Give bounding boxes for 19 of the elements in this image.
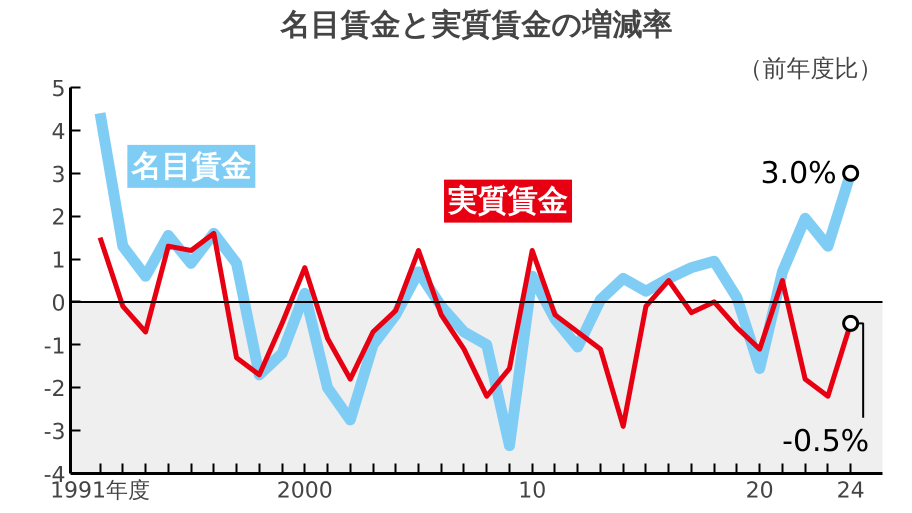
y-tick-label: 4 — [52, 120, 66, 145]
chart-subtitle: （前年度比） — [738, 54, 882, 82]
x-tick-label: 24 — [836, 478, 865, 504]
y-tick-label: 1 — [52, 248, 66, 274]
y-tick-label: -2 — [44, 377, 66, 402]
y-tick-label: -1 — [44, 334, 66, 360]
x-tick-label: 20 — [746, 478, 774, 504]
series-label: 名目賃金 — [130, 148, 252, 184]
annotation: 3.0% — [760, 156, 837, 191]
x-tick-label: 10 — [518, 478, 546, 504]
y-tick-label: 3 — [52, 162, 66, 188]
chart-title: 名目賃金と実質賃金の増減率 — [280, 8, 672, 42]
y-tick-label: 2 — [52, 206, 66, 231]
y-tick-label: 0 — [52, 291, 66, 316]
y-tick-label: 5 — [52, 77, 66, 102]
series-label: 実質賃金 — [447, 184, 568, 219]
annotation: -0.5% — [782, 424, 870, 459]
y-tick-label: -3 — [44, 420, 66, 446]
x-tick-label: 2000 — [276, 478, 333, 504]
